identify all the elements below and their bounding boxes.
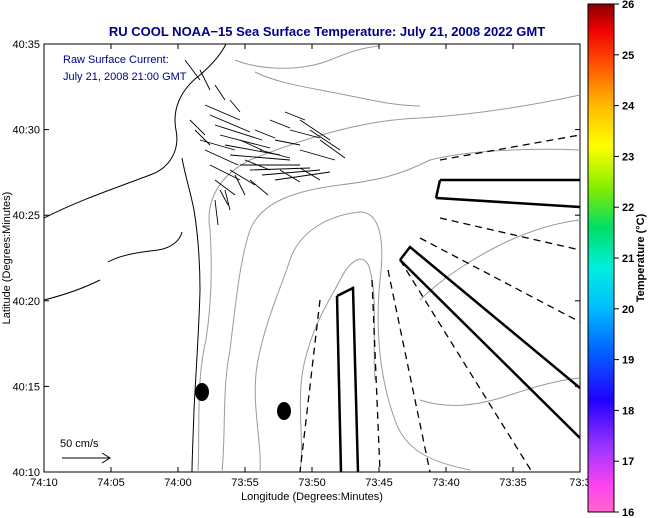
y-tick-label: 40:20 xyxy=(12,296,40,308)
x-tick-label: 73:35 xyxy=(499,477,527,489)
scale-label: 50 cm/s xyxy=(60,438,99,450)
y-tick-label: 40:25 xyxy=(12,210,40,222)
y-axis-title: Latitude (Degrees:Minutes) xyxy=(1,192,13,325)
plot-area xyxy=(43,43,581,473)
map-layer xyxy=(44,44,580,472)
colorbar-tick-label: 20 xyxy=(622,304,634,316)
dashed-lines xyxy=(299,134,580,472)
colorbar-tick-label: 16 xyxy=(622,507,634,518)
colorbar-tick-label: 17 xyxy=(622,456,634,468)
colorbar-tick-label: 25 xyxy=(622,50,634,62)
x-tick-label: 73:45 xyxy=(365,477,393,489)
x-axis-title: Longitude (Degrees:Minutes) xyxy=(241,491,383,503)
y-tick-label: 40:35 xyxy=(12,39,40,51)
colorbar-tick-label: 22 xyxy=(622,202,634,214)
y-tick-label: 40:10 xyxy=(12,467,40,479)
bathymetry-contours xyxy=(197,45,580,472)
x-tick-label: 74:05 xyxy=(97,477,125,489)
scale-arrow xyxy=(62,452,111,464)
annotation-timestamp: July 21, 2008 21:00 GMT xyxy=(63,71,187,83)
station-marker xyxy=(195,383,209,401)
x-tick-label: 74:00 xyxy=(164,477,192,489)
colorbar xyxy=(587,3,615,513)
surface-current-vectors xyxy=(184,59,346,226)
colorbar-title: Temperature (°C) xyxy=(635,213,647,302)
x-axis-ticks: 74:10 74:05 74:00 73:55 73:50 73:45 73:40 73:35… xyxy=(30,44,591,489)
solid-corridors xyxy=(335,178,580,472)
x-tick-label: 74:10 xyxy=(30,477,58,489)
colorbar-ticks: 16 17 18 19 20 21 22 23 24 25 26 xyxy=(614,0,635,518)
x-tick-label: 73:3 xyxy=(569,477,590,489)
y-axis-ticks: 40:10 40:15 40:20 40:25 40:30 40:35 xyxy=(12,39,580,479)
annotation-raw-current: Raw Surface Current: xyxy=(63,54,169,66)
station-marker xyxy=(277,402,291,420)
colorbar-tick-label: 18 xyxy=(622,405,634,417)
chart-title: RU COOL NOAA−15 Sea Surface Temperature:… xyxy=(109,24,545,39)
colorbar-tick-label: 21 xyxy=(622,253,634,265)
colorbar-tick-label: 19 xyxy=(622,355,634,367)
coastline xyxy=(44,44,227,472)
x-tick-label: 73:40 xyxy=(432,477,460,489)
x-tick-label: 73:55 xyxy=(231,477,259,489)
y-tick-label: 40:30 xyxy=(12,125,40,137)
colorbar-tick-label: 23 xyxy=(622,151,634,163)
x-tick-label: 73:50 xyxy=(298,477,326,489)
colorbar-tick-label: 26 xyxy=(622,0,634,11)
colorbar-tick-label: 24 xyxy=(622,101,635,113)
y-tick-label: 40:15 xyxy=(12,381,40,393)
